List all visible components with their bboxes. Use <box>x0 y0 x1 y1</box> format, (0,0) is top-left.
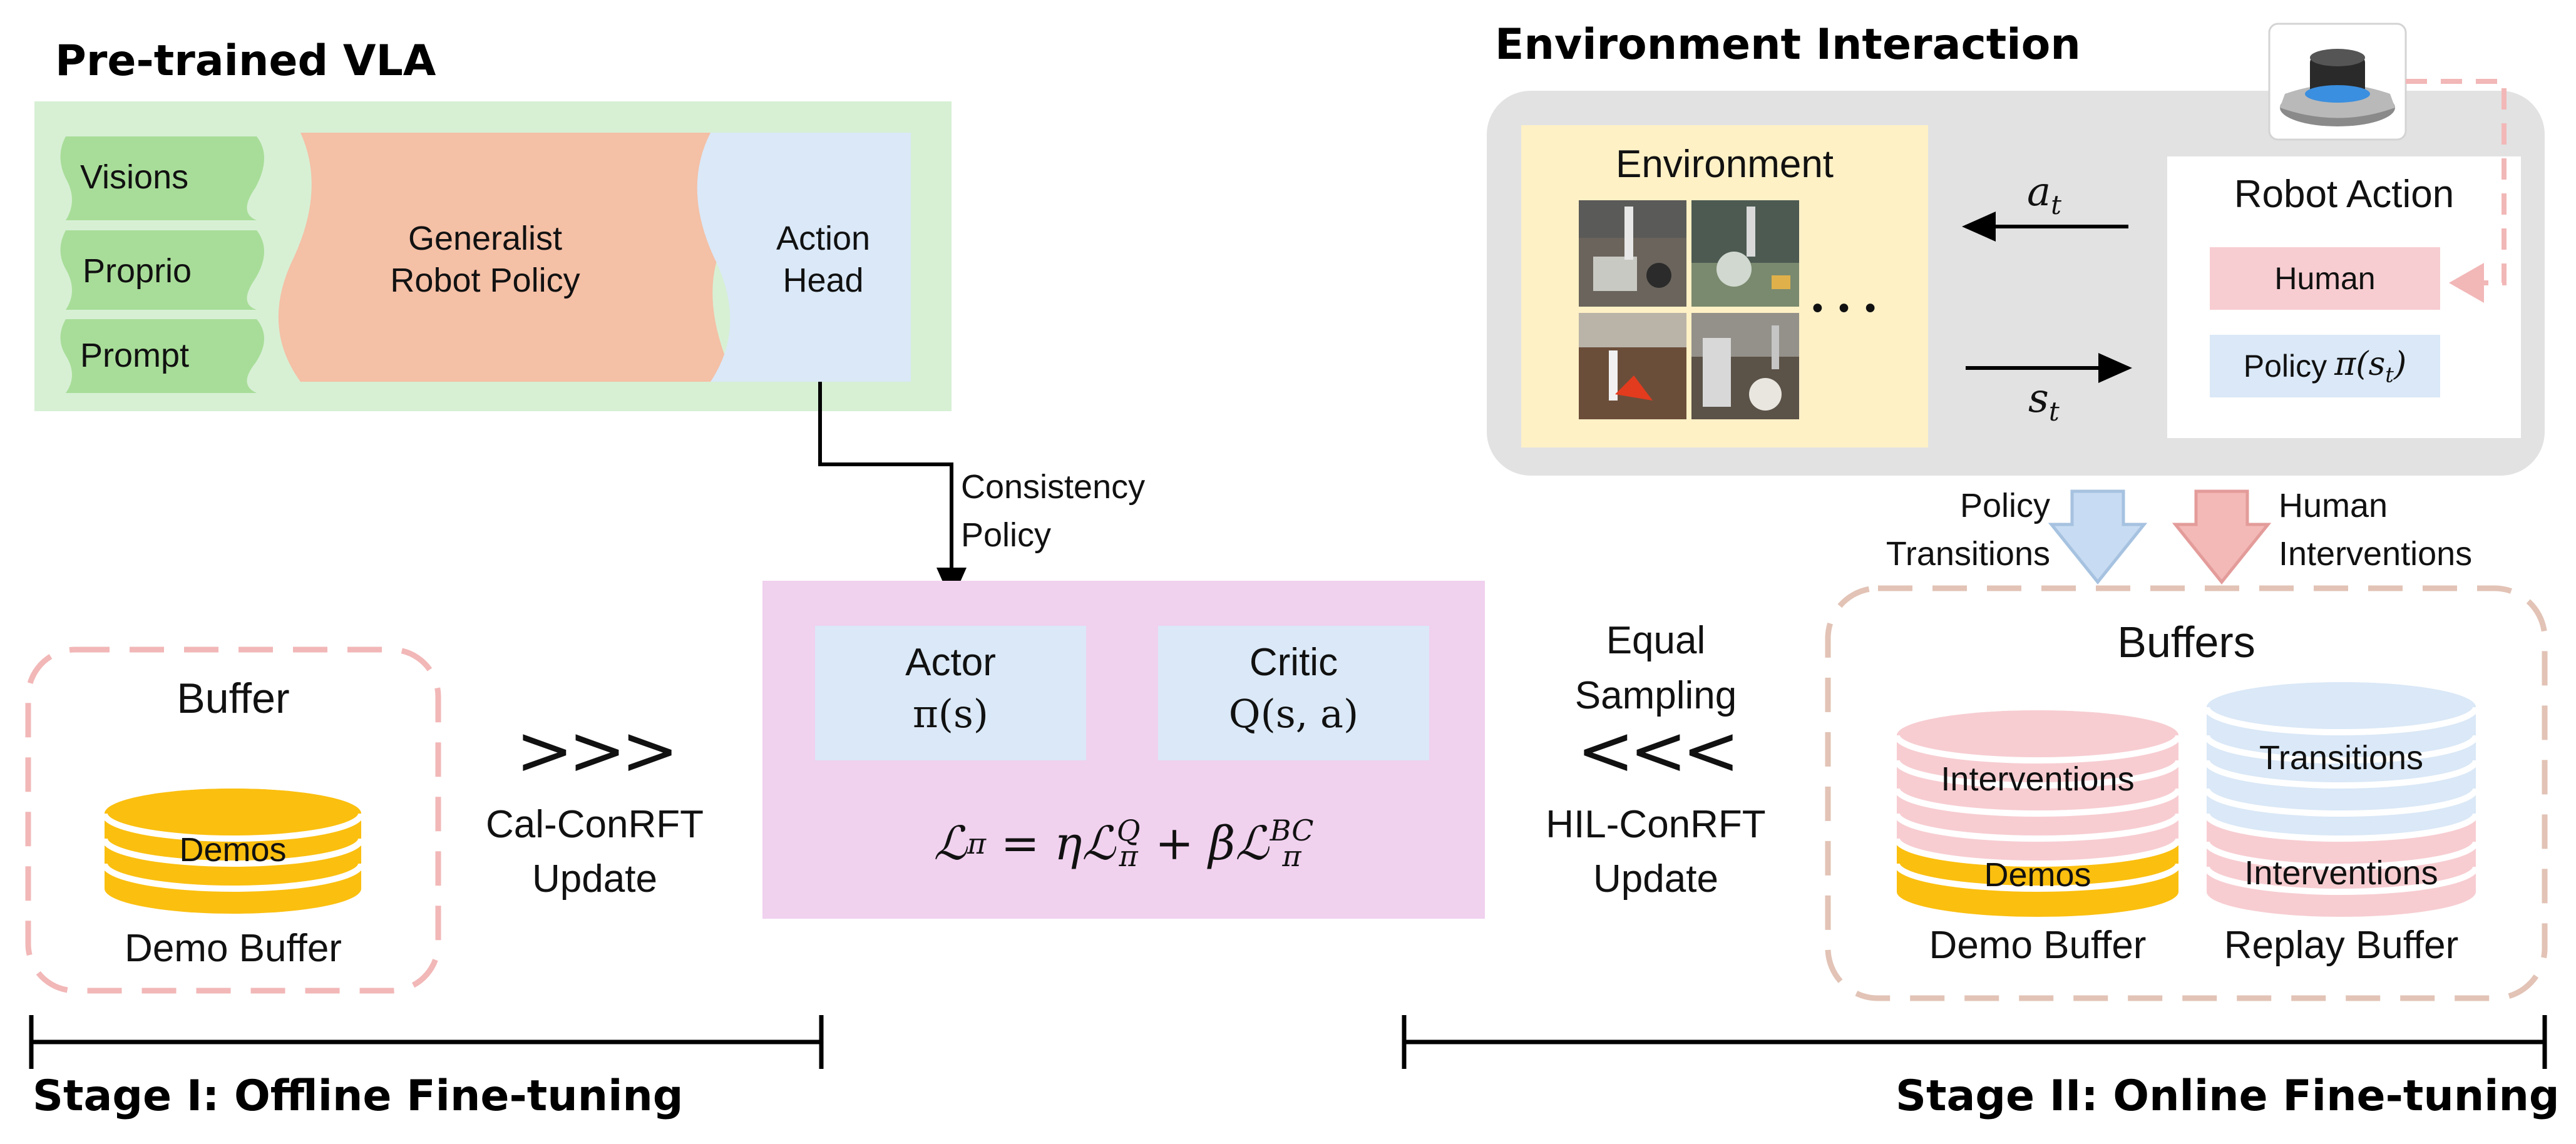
stage-2-bracket <box>1402 1015 2547 1069</box>
input-label-visions: Visions <box>80 158 189 196</box>
input-label-proprio: Proprio <box>83 252 192 290</box>
offline-update-label: Cal-ConRFT Update <box>486 803 704 901</box>
loss-term2: ℒ <box>1235 817 1269 871</box>
loss-plus: + β <box>1140 817 1236 871</box>
critic-title: Critic <box>1249 641 1338 684</box>
human-interventions-arrow <box>2172 489 2272 585</box>
loss-lhs-sub: π <box>967 827 987 861</box>
state-symbol-base: s <box>2028 375 2049 422</box>
consistency-connector <box>818 382 967 601</box>
actor-title: Actor <box>905 641 996 684</box>
loss-term2-sub: π <box>1282 839 1301 873</box>
action-head-label: Action Head <box>776 219 871 300</box>
vla-title: Pre-trained VLA <box>55 36 436 86</box>
loss-term1-sup: Q <box>1116 813 1141 847</box>
critic-expr: Q(s, a) <box>1228 691 1359 737</box>
action-symbol-base: a <box>2027 169 2051 215</box>
actor-box <box>815 626 1086 760</box>
policy-math-sub: t <box>2385 362 2394 387</box>
action-head-block <box>697 133 911 382</box>
robot-photo-icon <box>1579 313 1686 419</box>
input-label-prompt: Prompt <box>80 337 190 374</box>
replay-stack-interventions: Interventions <box>2244 854 2438 892</box>
buffers-title: Buffers <box>2117 618 2255 666</box>
robot-photo-icon <box>1579 200 1686 307</box>
database-icon-demo <box>1894 710 2182 917</box>
online-demo-buffer-label: Demo Buffer <box>1929 924 2147 967</box>
replay-stack-transitions: Transitions <box>2259 739 2424 777</box>
human-option-box <box>2210 247 2440 310</box>
input-tab-prompt <box>60 319 265 393</box>
replay-buffer-label: Replay Buffer <box>2224 924 2459 967</box>
policy-transitions-label: Policy Transitions <box>1886 487 2050 573</box>
consistency-policy-label: Consistency Policy <box>961 468 1146 554</box>
demos-label: Demos <box>179 831 287 869</box>
offline-demo-buffer-label: Demo Buffer <box>125 927 342 970</box>
state-symbol: st <box>2028 375 2060 427</box>
actor-expr: π(s) <box>913 691 988 737</box>
spacemouse-icon <box>2268 23 2407 141</box>
policy-option-math: π(st) <box>2334 344 2406 389</box>
loss-lhs: ℒ <box>933 817 967 871</box>
database-icon-offline <box>101 789 364 914</box>
demo-stack-interventions: Interventions <box>1941 760 2135 798</box>
offline-chevrons: >>> <box>515 710 679 790</box>
environment-ellipsis: • • • <box>1812 292 1880 325</box>
action-symbol-sub: t <box>2051 189 2062 220</box>
demo-stack-demos: Demos <box>1984 856 2091 894</box>
loss-eq: = η <box>986 817 1082 871</box>
generalist-policy-block <box>278 133 742 382</box>
input-tab-proprio <box>60 230 265 310</box>
env-title: Environment Interaction <box>1495 20 2081 69</box>
equal-sampling-label: Equal Sampling <box>1574 619 1737 718</box>
robot-photo-icon <box>1691 313 1799 419</box>
policy-math-base: π(s <box>2334 345 2386 383</box>
critic-box <box>1158 626 1429 760</box>
policy-transitions-arrow <box>2048 489 2148 585</box>
robot-photo-icon <box>1691 200 1799 307</box>
human-option-label: Human <box>2274 260 2376 296</box>
policy-option-text: Policy <box>2243 348 2327 384</box>
online-chevrons: <<< <box>1576 710 1740 790</box>
offline-buffer-panel <box>25 646 441 994</box>
policy-math-close: ) <box>2393 345 2407 383</box>
loss-term2-sup: BC <box>1270 813 1314 847</box>
loss-term1-sub: π <box>1119 839 1138 873</box>
policy-option-label: Policy π(st) <box>2210 335 2440 397</box>
database-icon-replay <box>2204 682 2479 917</box>
policy-option-box <box>2210 335 2440 397</box>
stage-1-bracket <box>29 1015 824 1069</box>
robot-action-title: Robot Action <box>2234 173 2455 216</box>
input-tab-visions <box>60 136 265 220</box>
generalist-policy-label: Generalist Robot Policy <box>390 219 580 300</box>
human-input-connector <box>2406 79 2507 303</box>
online-update-label: HIL-ConRFT Update <box>1546 803 1766 901</box>
loss-term1: ℒ <box>1082 817 1116 871</box>
offline-buffer-title: Buffer <box>177 675 290 722</box>
state-symbol-sub: t <box>2048 396 2060 427</box>
environment-label: Environment <box>1615 143 1834 186</box>
human-interventions-label: Human Interventions <box>2279 487 2473 573</box>
action-symbol: at <box>2027 169 2061 220</box>
online-buffers-panel <box>1825 585 2548 1001</box>
stage-2-label: Stage II: Online Fine-tuning <box>1896 1071 2560 1121</box>
stage-1-label: Stage I: Offline Fine-tuning <box>33 1071 684 1121</box>
